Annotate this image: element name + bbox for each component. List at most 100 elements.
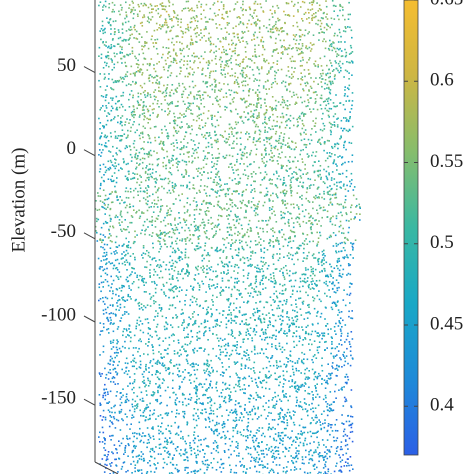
point	[334, 192, 337, 195]
point	[111, 262, 114, 264]
point	[334, 113, 337, 115]
point	[162, 458, 165, 460]
point	[182, 176, 184, 178]
point	[290, 304, 293, 306]
point	[159, 209, 162, 211]
point	[323, 190, 325, 193]
point	[110, 234, 112, 237]
point	[236, 432, 239, 435]
point	[253, 21, 256, 24]
point	[317, 141, 319, 143]
point	[318, 220, 320, 222]
point	[157, 389, 159, 392]
point	[299, 308, 302, 310]
point	[201, 269, 204, 271]
point	[127, 385, 129, 387]
point	[347, 458, 349, 460]
point	[117, 121, 119, 124]
point	[344, 461, 347, 463]
point	[260, 39, 262, 42]
point	[272, 397, 274, 399]
point	[272, 452, 275, 455]
point	[238, 452, 240, 455]
point	[147, 379, 150, 382]
point	[100, 107, 102, 109]
point	[219, 228, 221, 231]
point	[121, 262, 124, 265]
point	[222, 400, 225, 403]
point	[205, 3, 208, 6]
point	[226, 53, 229, 56]
point	[263, 247, 266, 249]
point	[133, 334, 136, 337]
point	[292, 91, 295, 94]
point	[283, 182, 286, 184]
point	[273, 275, 275, 277]
point	[326, 414, 329, 417]
point	[241, 240, 243, 243]
point	[227, 269, 229, 272]
point	[335, 215, 338, 217]
point	[281, 51, 284, 53]
point	[338, 230, 340, 233]
point	[279, 157, 282, 159]
point	[294, 441, 297, 443]
point	[239, 259, 242, 262]
point	[171, 154, 174, 157]
point	[242, 416, 245, 418]
point	[329, 378, 331, 380]
point	[125, 187, 128, 189]
point	[105, 388, 108, 390]
point	[328, 410, 331, 413]
point	[324, 463, 326, 466]
point	[238, 54, 240, 56]
point	[225, 326, 228, 329]
point	[249, 227, 252, 229]
point	[107, 21, 109, 24]
point	[302, 362, 305, 365]
point	[168, 65, 170, 67]
point	[233, 361, 236, 363]
point	[275, 456, 278, 459]
point	[233, 35, 236, 38]
point	[197, 106, 200, 108]
point	[116, 137, 119, 139]
point	[286, 424, 289, 427]
point	[298, 385, 300, 388]
point	[221, 280, 224, 282]
point	[102, 431, 105, 434]
point	[265, 173, 268, 176]
point	[115, 191, 117, 194]
point	[161, 24, 164, 26]
point	[308, 377, 311, 379]
point	[272, 437, 275, 440]
point	[310, 268, 313, 271]
point	[351, 422, 354, 425]
point	[107, 197, 110, 200]
point	[297, 10, 299, 13]
point	[104, 213, 106, 215]
point	[113, 367, 116, 370]
point	[279, 300, 282, 303]
point	[335, 419, 338, 421]
point	[235, 446, 237, 448]
point	[122, 94, 124, 97]
point	[328, 404, 331, 406]
point	[345, 400, 348, 402]
point	[299, 29, 302, 31]
point	[305, 330, 307, 333]
point	[230, 334, 233, 336]
point	[295, 335, 298, 338]
point	[307, 177, 309, 180]
point	[182, 47, 185, 50]
point	[179, 26, 182, 28]
point	[312, 397, 314, 399]
point	[275, 109, 277, 111]
point	[307, 32, 309, 35]
point	[328, 86, 330, 89]
point	[114, 253, 116, 255]
point	[244, 233, 246, 235]
point	[318, 251, 320, 254]
point	[299, 132, 302, 135]
point	[209, 400, 211, 403]
